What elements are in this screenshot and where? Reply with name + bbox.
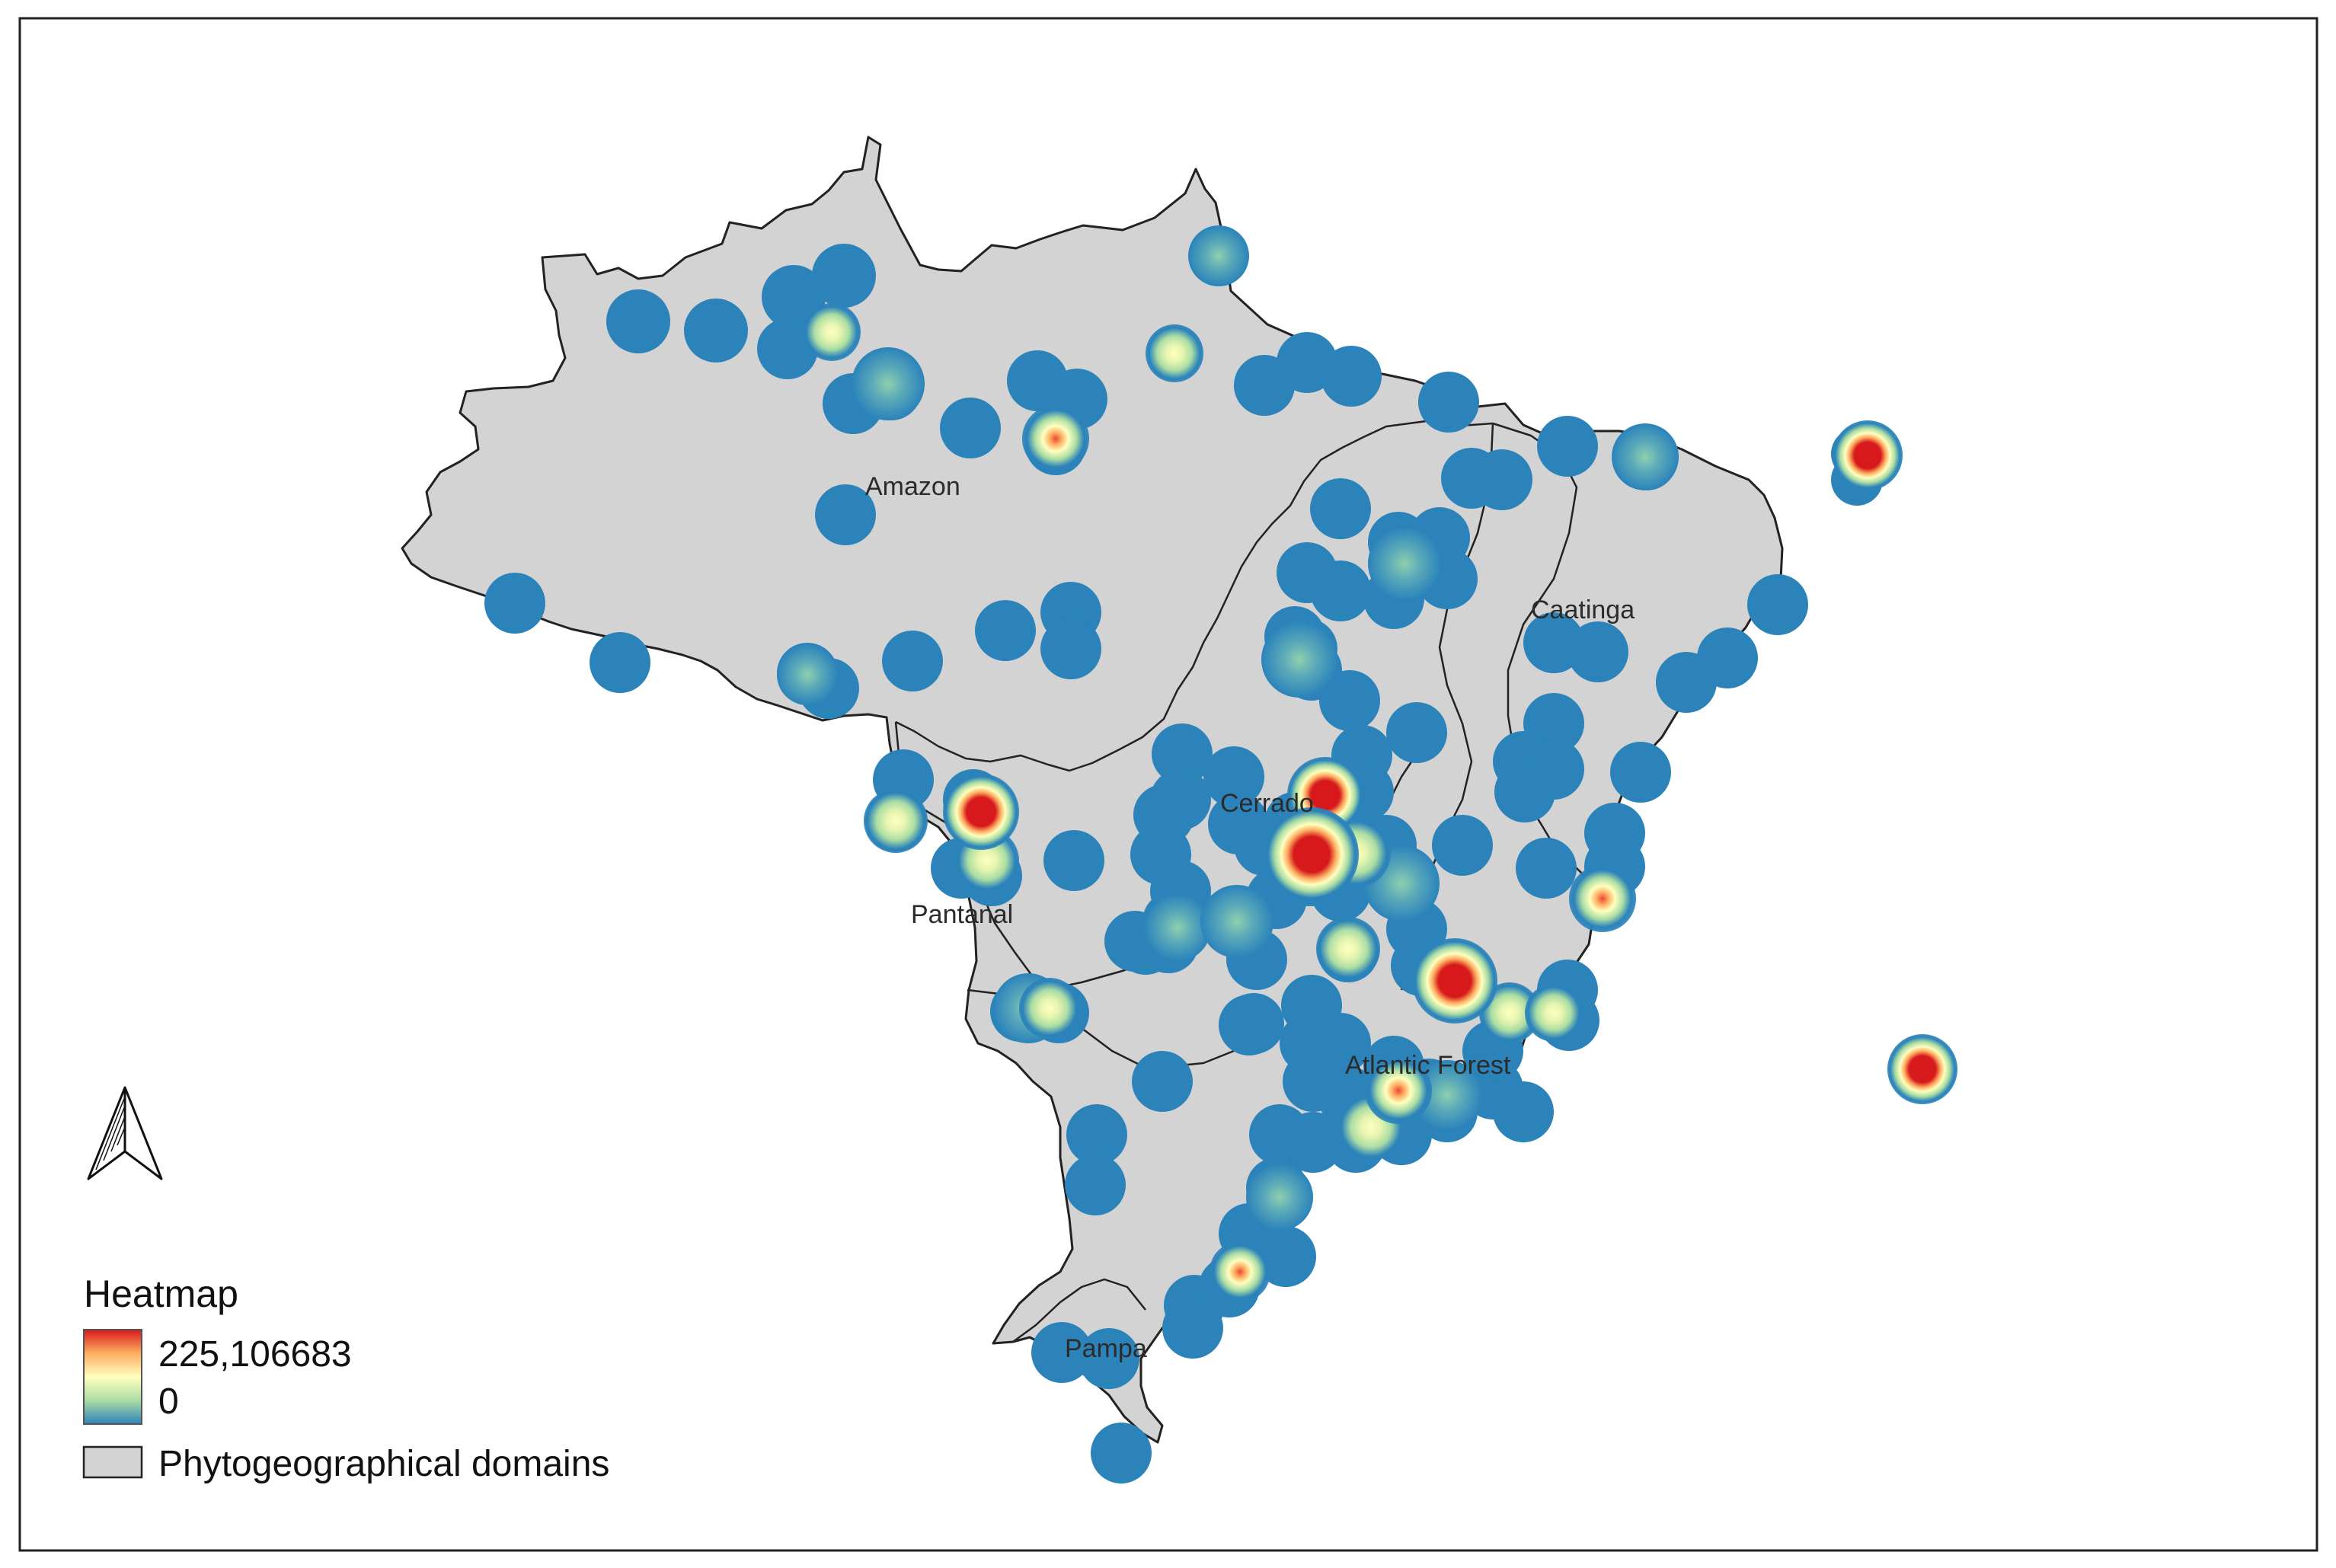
region-label-pantanal: Pantanal: [911, 900, 1013, 929]
legend-color-ramp: [83, 1329, 142, 1425]
legend-max-label: 225,106683: [158, 1334, 352, 1375]
legend-domains-swatch: [82, 1445, 143, 1479]
region-label-atlantic-forest: Atlantic Forest: [1345, 1051, 1511, 1080]
region-label-cerrado: Cerrado: [1220, 789, 1314, 818]
heatmap-mild-spots: [777, 225, 1679, 1231]
heatmap-hot-spots: [943, 420, 1957, 1104]
map-border: [18, 17, 2318, 1552]
region-label-caatinga: Caatinga: [1531, 596, 1635, 624]
legend-min-label: 0: [158, 1381, 179, 1422]
region-label-amazon: Amazon: [865, 472, 960, 501]
north-arrow-icon: [87, 1086, 163, 1180]
legend-title: Heatmap: [84, 1273, 238, 1315]
region-label-pampa: Pampa: [1065, 1334, 1147, 1363]
legend-domains-label: Phytogeographical domains: [158, 1444, 609, 1484]
legend: Heatmap 225,106683 0 Phytogeographical d…: [82, 1273, 609, 1484]
